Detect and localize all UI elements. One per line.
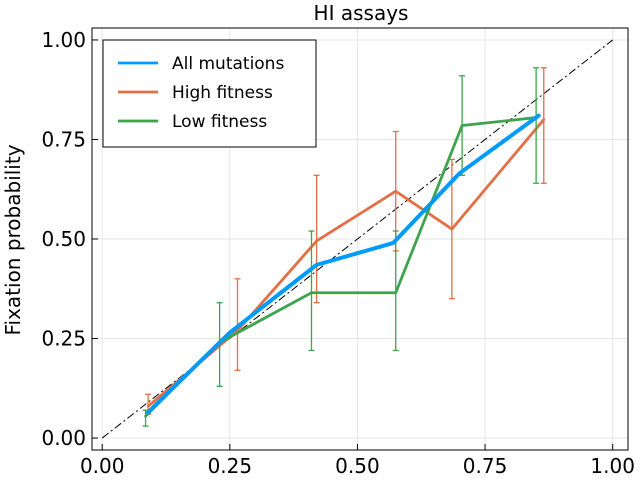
y-axis-title: Fixation probability (1, 144, 25, 335)
legend-label: High fitness (172, 83, 273, 103)
y-tick-label: 1.00 (41, 28, 86, 52)
x-tick-label: 0.00 (80, 454, 125, 478)
x-tick-label: 0.75 (463, 454, 508, 478)
series-line (146, 113, 541, 415)
x-tick-label: 0.25 (208, 454, 253, 478)
series-0 (146, 113, 541, 415)
legend-label: All mutations (172, 54, 284, 74)
x-tick-label: 0.50 (335, 454, 380, 478)
axis-ticks: 0.00 0.25 0.50 0.75 1.00 0.00 0.25 0.50 0.75 1.00 (41, 28, 634, 478)
legend: All mutations High fitness Low fitness (102, 39, 317, 148)
y-tick-label: 0.00 (41, 426, 86, 450)
y-tick-label: 0.75 (41, 127, 86, 151)
y-tick-label: 0.50 (41, 227, 86, 251)
series-layer (142, 67, 547, 427)
legend-box (102, 39, 317, 148)
y-tick-label: 0.25 (41, 327, 86, 351)
x-tick-label: 1.00 (590, 454, 635, 478)
chart-title: HI assays (314, 1, 409, 25)
legend-label: Low fitness (172, 112, 267, 132)
series-line (146, 118, 546, 408)
